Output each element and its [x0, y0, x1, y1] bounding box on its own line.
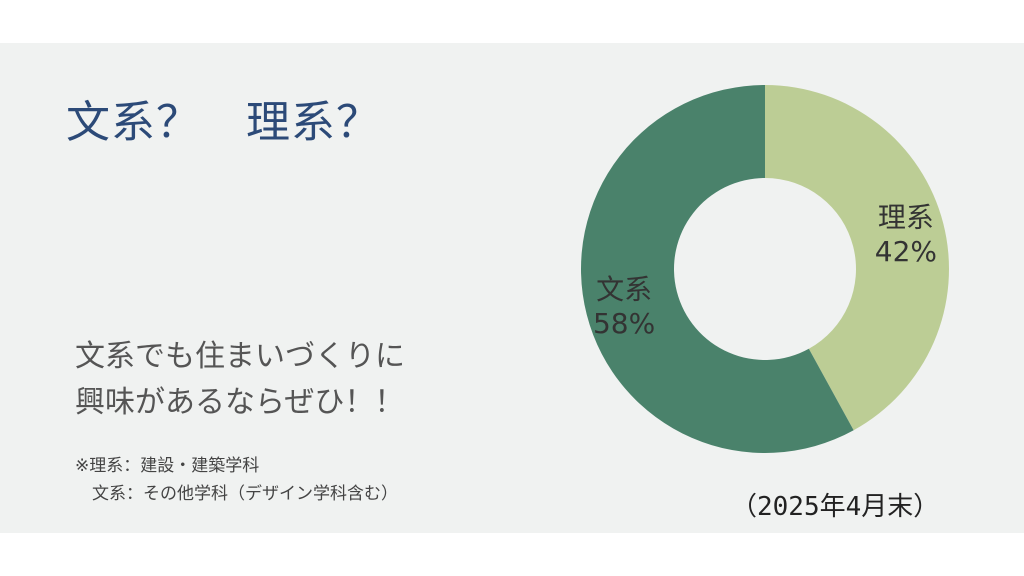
- lead-line-2: 興味があるならぜひ！！: [75, 385, 405, 420]
- label-humanities: 文系 58%: [593, 273, 655, 340]
- as-of-date: （2025年4月末）: [731, 492, 940, 522]
- lead-line-1: 文系でも住まいづくりに: [75, 339, 405, 374]
- footnotes: ※理系：建設・建築学科 文系：その他学科（デザイン学科含む）: [75, 452, 398, 508]
- label-science: 理系 42%: [875, 201, 937, 268]
- slice-science: [765, 85, 950, 431]
- footnote-humanities: 文系：その他学科（デザイン学科含む）: [75, 484, 398, 504]
- lead-text: 文系でも住まいづくりに 興味があるならぜひ！！: [75, 334, 405, 426]
- footnote-science: ※理系：建設・建築学科: [75, 456, 260, 476]
- slice-humanities: [581, 85, 854, 453]
- page-title: 文系？ 理系？: [66, 97, 381, 148]
